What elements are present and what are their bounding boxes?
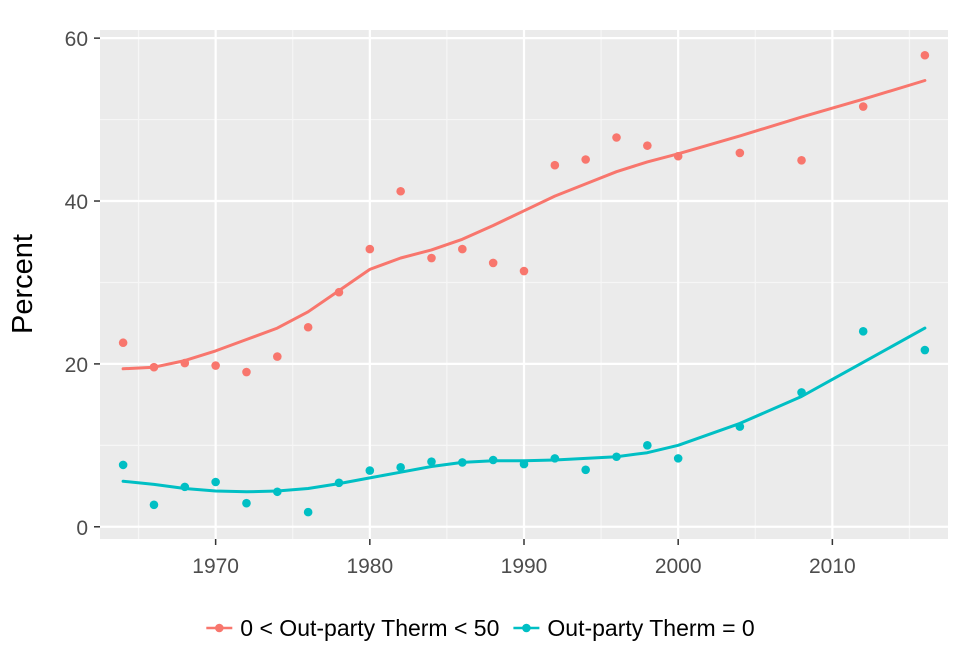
data-point-series-2 — [920, 345, 930, 355]
data-points — [118, 50, 930, 517]
data-point-series-1 — [273, 352, 282, 361]
y-tick-label: 60 — [65, 28, 88, 51]
y-tick-label: 40 — [65, 191, 88, 214]
data-point-series-2 — [858, 327, 868, 336]
x-axis: 1970 1980 1990 2000 2010 — [192, 539, 856, 578]
data-point-series-2 — [242, 498, 251, 508]
data-point-series-1 — [519, 266, 529, 276]
y-tick-label: 0 — [76, 517, 88, 540]
data-point-series-1 — [303, 322, 313, 332]
data-point-series-2 — [118, 460, 128, 470]
x-tick-label: 1980 — [346, 555, 393, 578]
legend-key-point — [215, 623, 224, 633]
y-axis: 0 20 40 60 — [65, 28, 100, 540]
legend-item-1: 0 < Out-party Therm < 50 — [206, 615, 499, 641]
data-point-series-1 — [242, 367, 251, 377]
data-point-series-2 — [519, 459, 529, 469]
data-point-series-1 — [334, 287, 344, 297]
grid-minor — [100, 30, 948, 539]
data-point-series-1 — [118, 338, 128, 348]
data-point-series-2 — [797, 388, 806, 397]
data-point-series-1 — [427, 253, 436, 263]
data-point-series-2 — [273, 487, 282, 497]
y-tick-label: 20 — [65, 354, 88, 377]
data-point-series-2 — [365, 466, 375, 475]
data-point-series-1 — [365, 244, 375, 254]
legend-item-2: Out-party Therm = 0 — [513, 615, 755, 641]
data-point-series-2 — [550, 454, 560, 463]
data-point-series-1 — [149, 362, 159, 372]
data-point-series-2 — [211, 477, 220, 487]
x-tick-label: 2000 — [655, 555, 702, 578]
data-point-series-1 — [735, 148, 745, 158]
grid-major — [100, 30, 948, 539]
legend-key-point — [522, 623, 531, 633]
legend: 0 < Out-party Therm < 50 Out-party Therm … — [206, 615, 755, 641]
data-point-series-2 — [396, 463, 405, 472]
data-point-series-1 — [488, 258, 498, 268]
data-point-series-1 — [211, 361, 220, 370]
data-point-series-1 — [612, 133, 621, 142]
data-point-series-1 — [643, 141, 652, 150]
data-point-series-2 — [180, 482, 190, 492]
data-point-series-1 — [858, 102, 868, 111]
data-point-series-2 — [427, 457, 436, 466]
data-point-series-2 — [334, 478, 344, 488]
data-point-series-2 — [303, 507, 313, 517]
data-point-series-1 — [458, 244, 467, 254]
x-tick-label: 2010 — [809, 555, 856, 578]
data-point-series-1 — [797, 156, 806, 165]
data-point-series-1 — [550, 160, 560, 170]
y-axis-title: Percent — [7, 234, 39, 334]
data-point-series-2 — [673, 454, 683, 463]
data-point-series-2 — [643, 441, 652, 450]
data-point-series-2 — [612, 452, 621, 462]
data-point-series-2 — [488, 455, 498, 465]
data-point-series-1 — [396, 186, 405, 196]
data-point-series-2 — [581, 465, 590, 475]
data-point-series-2 — [458, 458, 467, 467]
legend-label: Out-party Therm = 0 — [547, 615, 754, 641]
trend-line-series-1 — [121, 79, 927, 371]
data-point-series-2 — [149, 500, 159, 510]
data-point-series-1 — [180, 358, 190, 368]
data-point-series-1 — [581, 155, 590, 164]
data-point-series-1 — [673, 151, 683, 161]
data-point-series-1 — [920, 50, 930, 60]
x-tick-label: 1970 — [192, 555, 239, 578]
legend-label: 0 < Out-party Therm < 50 — [240, 615, 499, 641]
data-point-series-2 — [735, 422, 745, 431]
x-tick-label: 1990 — [501, 555, 548, 578]
